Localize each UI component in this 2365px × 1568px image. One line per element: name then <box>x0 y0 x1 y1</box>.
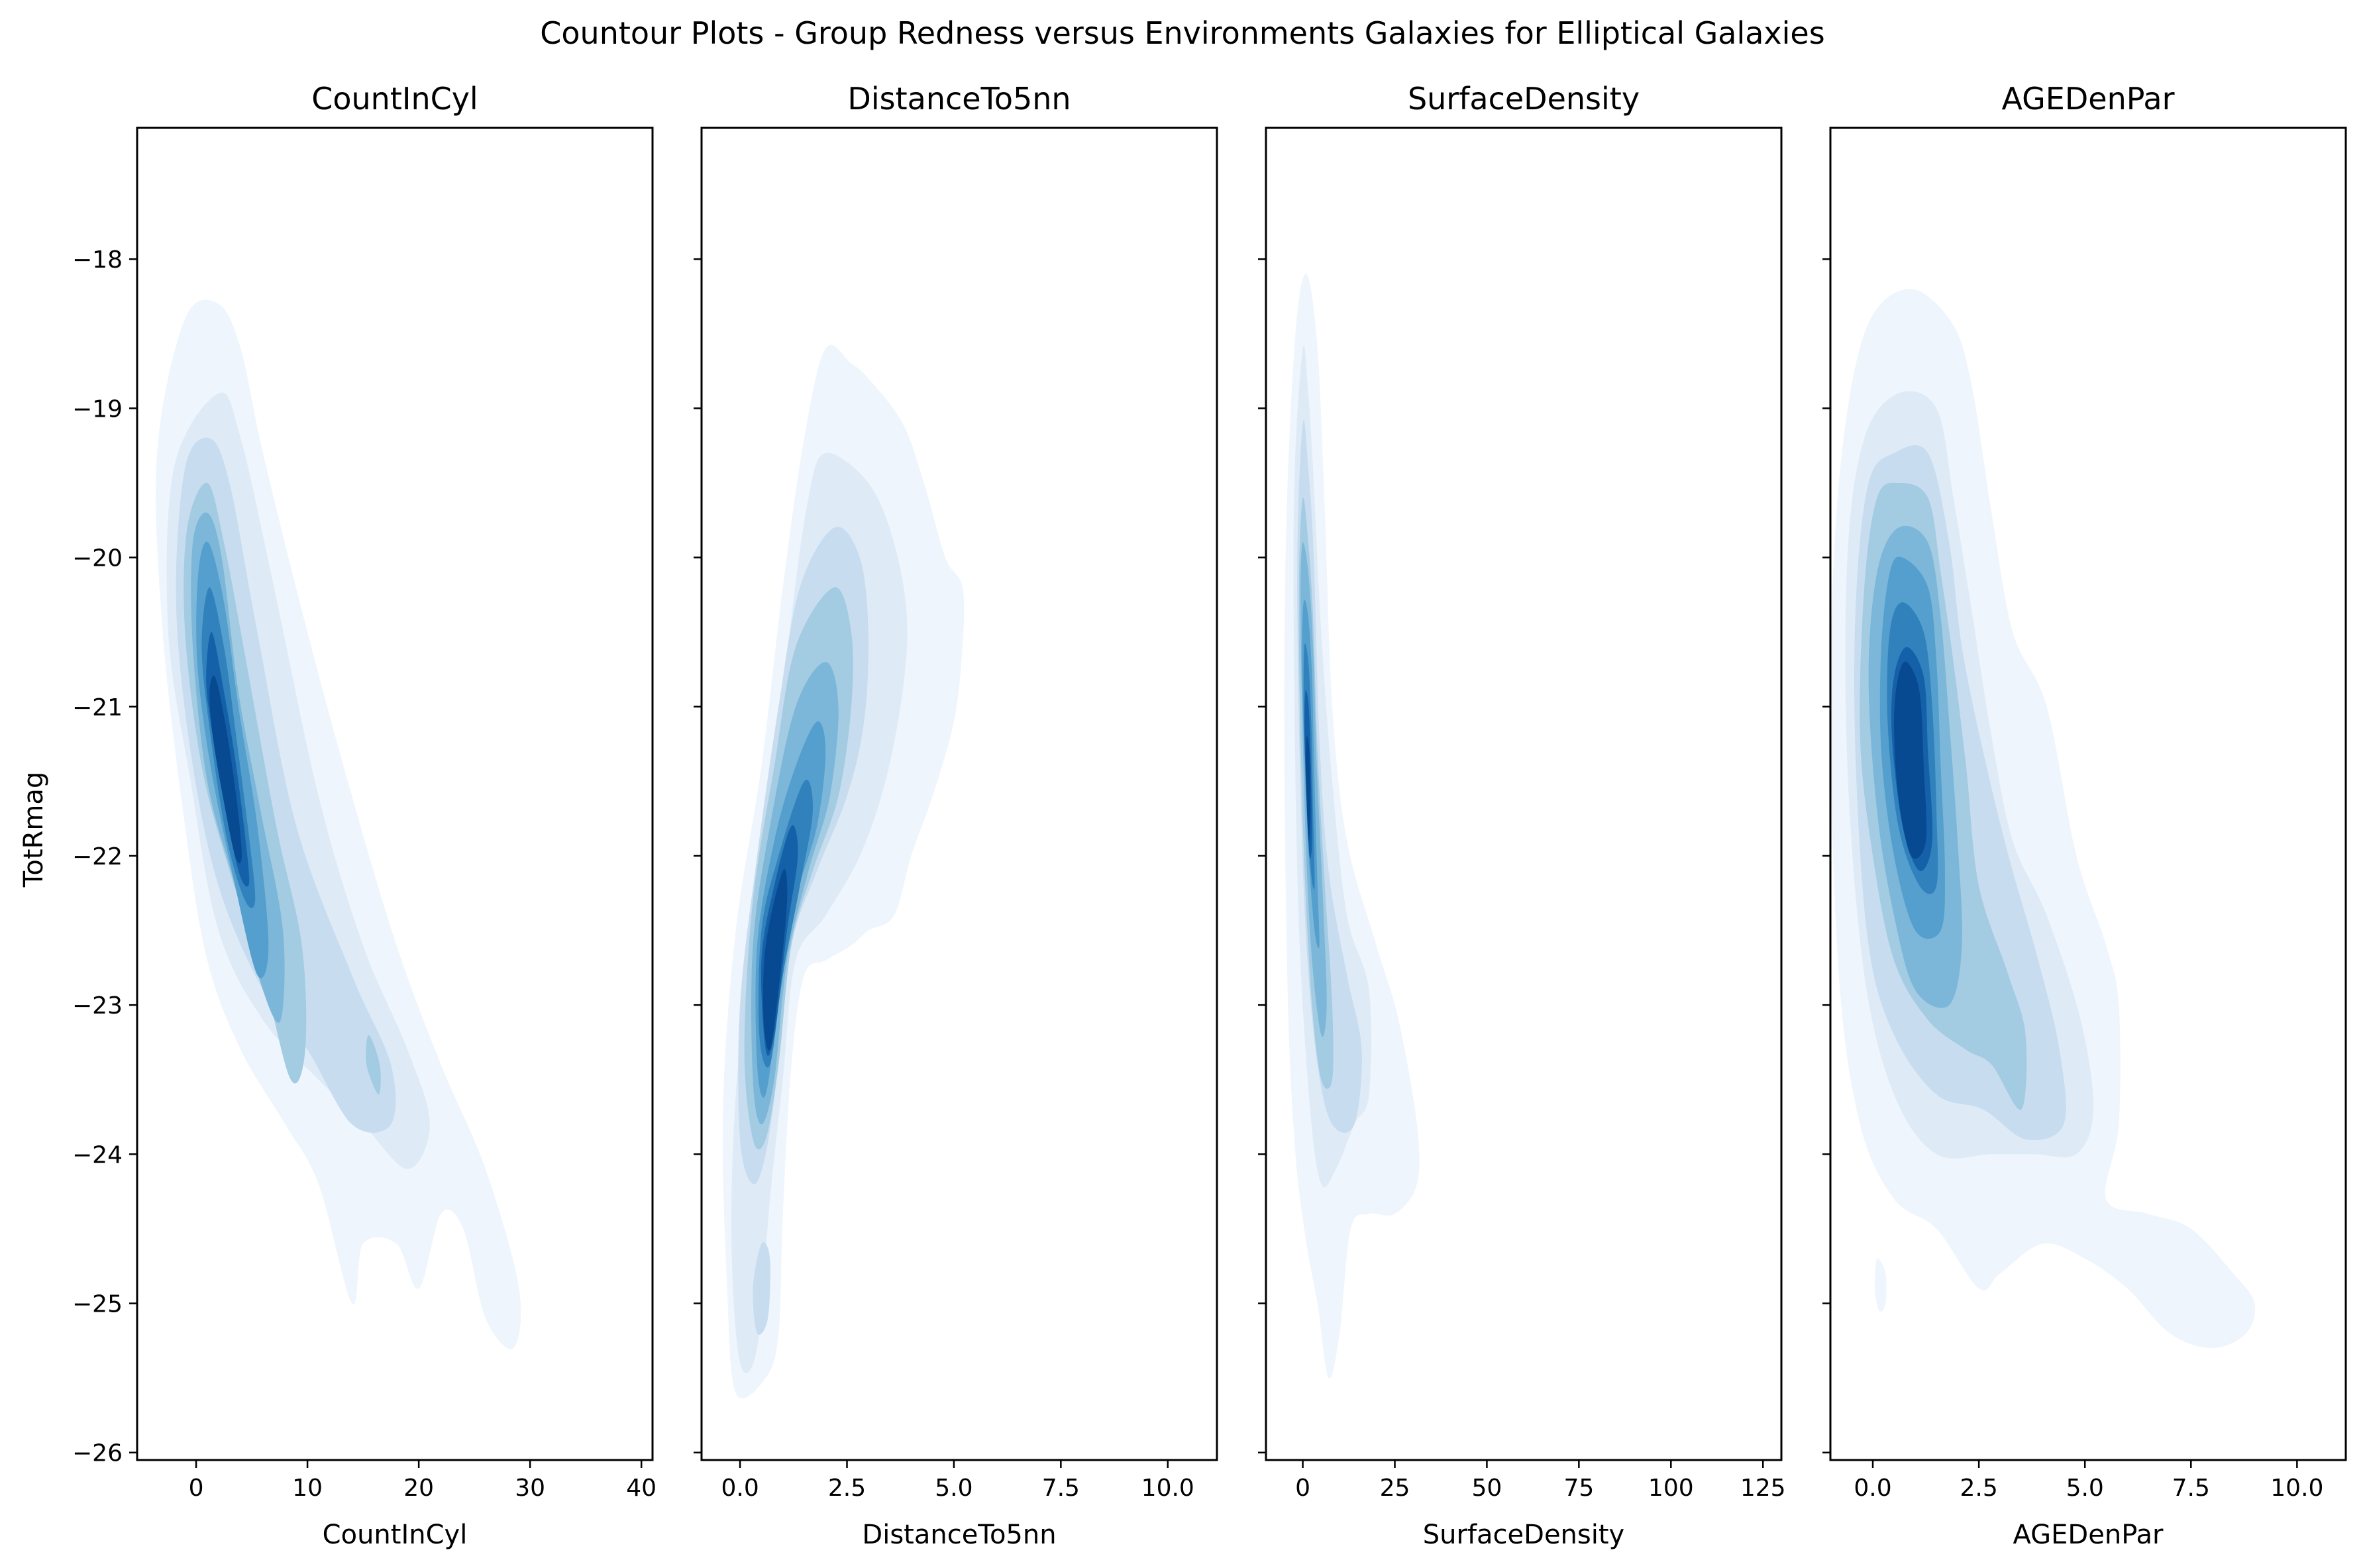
panels-group: CountInCyl 0 10 20 30 40 CountInCyl −18 −19 −20 −2… <box>72 81 2347 1550</box>
y-tick-label: −18 <box>72 246 123 274</box>
x-axis-title: CountInCyl <box>323 1520 468 1550</box>
density-fills <box>1830 288 2256 1349</box>
x-tick-label: 10.0 <box>2270 1475 2323 1502</box>
x-tick-label: 75 <box>1563 1475 1594 1502</box>
panel-title: DistanceTo5nn <box>847 81 1071 117</box>
x-axis-title: SurfaceDensity <box>1423 1520 1624 1550</box>
x-tick-label: 40 <box>626 1475 657 1502</box>
y-tick-label: −19 <box>72 395 123 423</box>
density-contour-level-3 <box>753 1242 770 1335</box>
x-tick-label: 7.5 <box>1042 1475 1080 1502</box>
density-fills <box>1284 274 1420 1379</box>
x-tick-label: 0.0 <box>721 1475 759 1502</box>
x-tick-label: 7.5 <box>2172 1475 2210 1502</box>
x-tick-label: 0.0 <box>1854 1475 1891 1502</box>
figure-title: Countour Plots - Group Redness versus En… <box>540 15 1824 51</box>
x-tick-label: 20 <box>403 1475 434 1502</box>
density-contour-level-1 <box>1875 1258 1887 1312</box>
panel-CountInCyl: CountInCyl 0 10 20 30 40 CountInCyl −18 −19 −20 −2… <box>72 81 657 1550</box>
y-tick-label: −24 <box>72 1141 123 1169</box>
density-contour-level-9 <box>762 868 788 1051</box>
y-axis-title: TotRmag <box>19 772 49 888</box>
panel-title: SurfaceDensity <box>1408 81 1640 117</box>
density-contour-level-9 <box>1894 661 1927 859</box>
y-tick-label: −26 <box>72 1440 123 1467</box>
plot-frame <box>700 127 1218 1461</box>
x-tick-label: 25 <box>1380 1475 1410 1502</box>
y-tick-label: −25 <box>72 1291 123 1318</box>
x-tick-label: 0 <box>1295 1475 1310 1502</box>
x-tick-label: 2.5 <box>828 1475 866 1502</box>
y-tick-label: −21 <box>72 694 123 721</box>
x-tick-label: 10 <box>292 1475 323 1502</box>
density-contour-level-4 <box>366 1035 381 1095</box>
plot-frame <box>1265 127 1783 1461</box>
x-tick-label: 125 <box>1740 1475 1786 1502</box>
panel-title: CountInCyl <box>311 81 478 117</box>
plot-frame <box>136 127 654 1461</box>
plot-frame <box>1829 127 2347 1461</box>
density-contour-level-9 <box>209 675 242 864</box>
y-tick-label: −20 <box>72 545 123 572</box>
panel-SurfaceDensity: SurfaceDensity 0 25 50 75 100 125 SurfaceDensit… <box>1258 81 1786 1550</box>
x-axis-title: AGEDenPar <box>2013 1520 2164 1550</box>
x-tick-label: 5.0 <box>935 1475 972 1502</box>
y-tick-label: −23 <box>72 992 123 1019</box>
density-fills <box>156 299 521 1349</box>
density-contour-level-9 <box>1306 735 1311 841</box>
x-tick-label: 30 <box>515 1475 545 1502</box>
x-tick-label: 50 <box>1472 1475 1502 1502</box>
panel-title: AGEDenPar <box>2001 81 2174 117</box>
x-axis-title: DistanceTo5nn <box>862 1520 1056 1550</box>
x-tick-label: 2.5 <box>1960 1475 1997 1502</box>
x-tick-label: 10.0 <box>1141 1475 1194 1502</box>
panel-DistanceTo5nn: DistanceTo5nn 0.0 2.5 5.0 7.5 10.0 DistanceTo5… <box>694 81 1218 1550</box>
x-tick-label: 5.0 <box>2066 1475 2104 1502</box>
y-tick-label: −22 <box>72 843 123 870</box>
density-fills <box>722 344 965 1398</box>
panel-AGEDenPar: AGEDenPar 0.0 2.5 5.0 7.5 10.0 AGEDenPar <box>1822 81 2347 1550</box>
x-tick-label: 0 <box>189 1475 204 1502</box>
x-tick-label: 100 <box>1648 1475 1694 1502</box>
